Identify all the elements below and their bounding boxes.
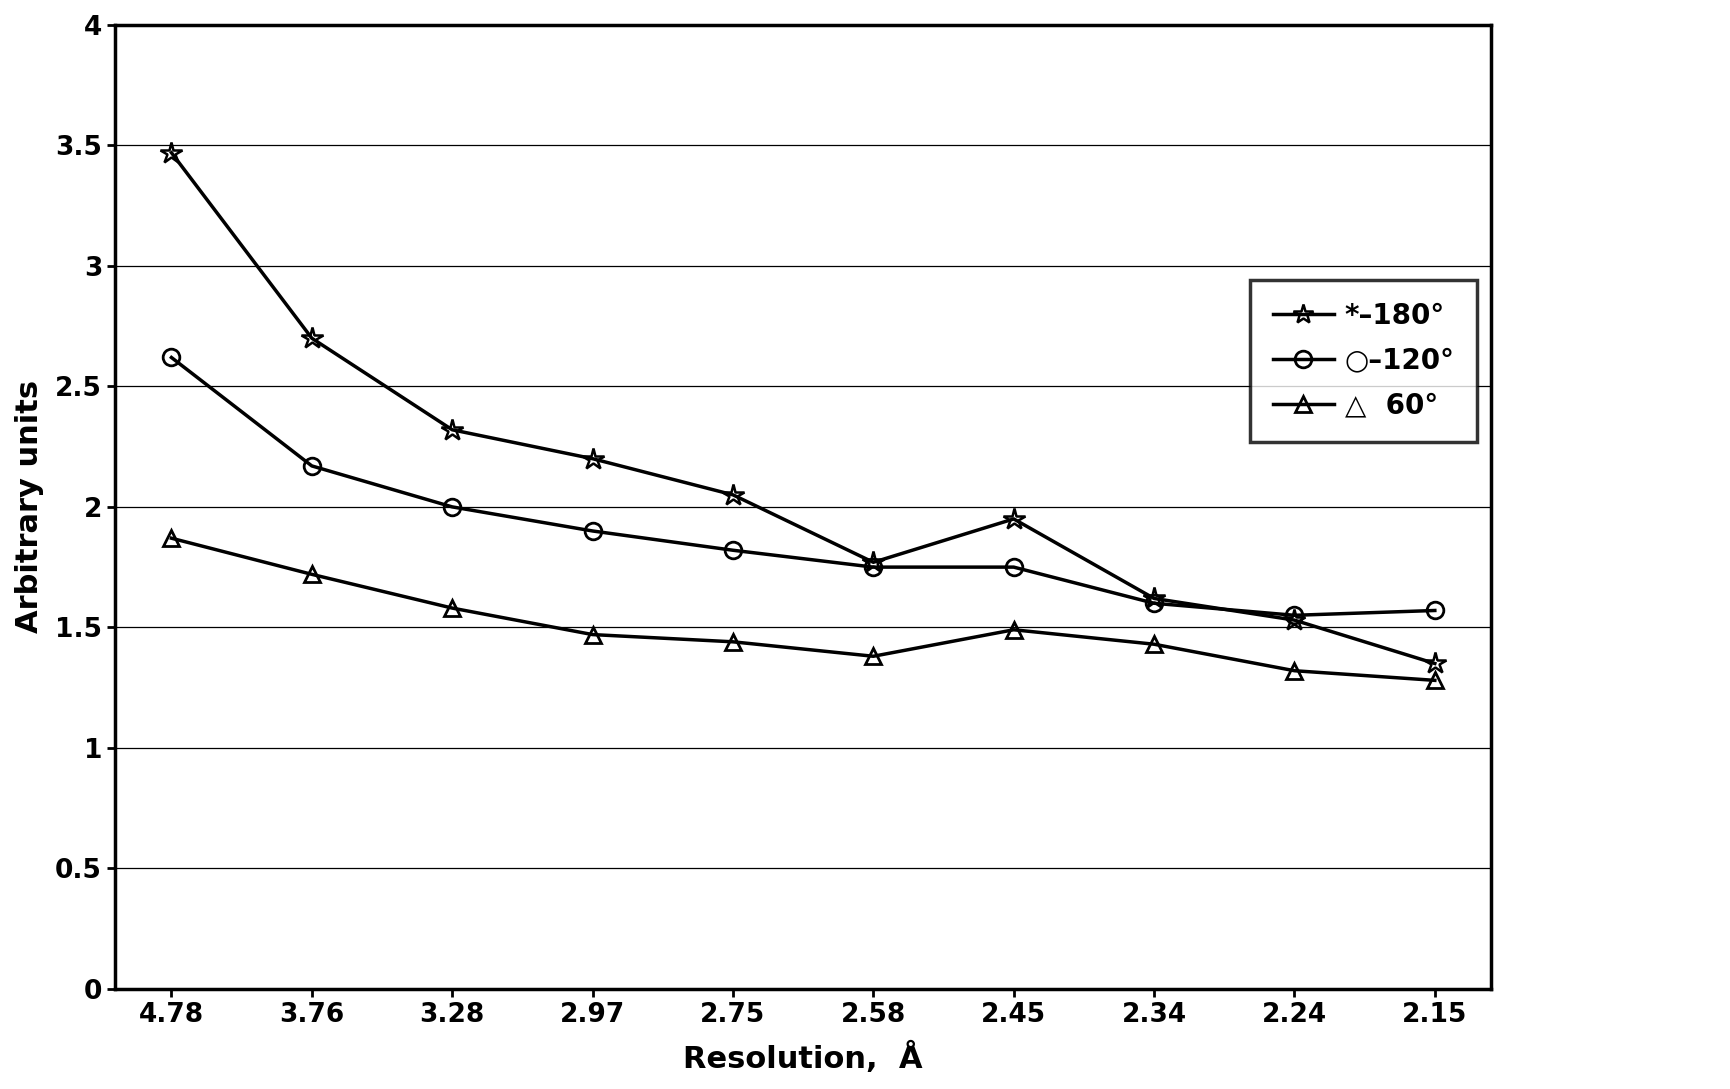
Y-axis label: Arbitrary units: Arbitrary units bbox=[16, 380, 43, 634]
X-axis label: Resolution,  Å: Resolution, Å bbox=[683, 1042, 922, 1074]
Legend: *–180°, ○–120°, △  60°: *–180°, ○–120°, △ 60° bbox=[1249, 280, 1476, 442]
